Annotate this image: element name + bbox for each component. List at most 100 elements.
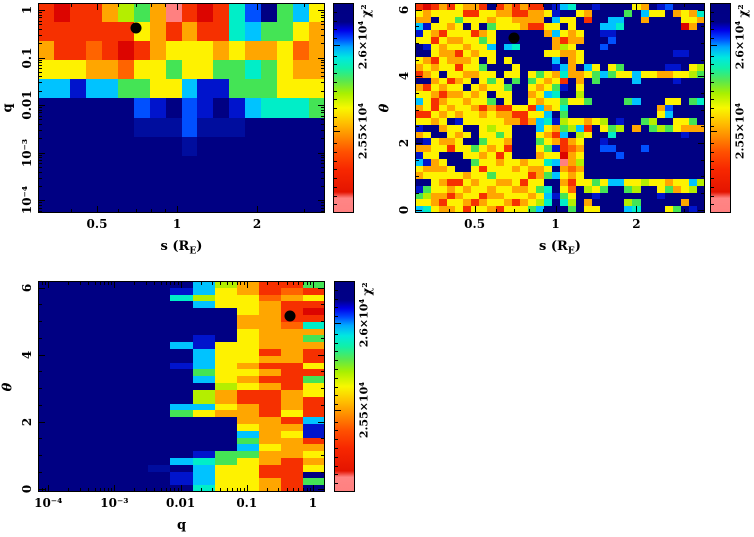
heatmap-cell [688, 199, 697, 207]
heatmap-cell [648, 185, 657, 193]
heatmap-cell [624, 23, 633, 31]
q-vs-theta-colorbar [334, 281, 355, 492]
heatmap-cell [455, 84, 464, 92]
heatmap-cell [551, 131, 560, 139]
tick [698, 143, 704, 144]
heatmap-cell [688, 118, 697, 125]
heatmap-cell [261, 117, 278, 137]
heatmap-cell [60, 315, 83, 322]
heatmap-cell [640, 97, 649, 105]
heatmap-cell [236, 423, 259, 431]
heatmap-cell [680, 104, 689, 112]
heatmap-cell [696, 50, 705, 58]
heatmap-cell [455, 131, 464, 139]
heatmap-cell [535, 84, 544, 92]
heatmap-cell [38, 22, 54, 42]
heatmap-cell [632, 118, 641, 125]
heatmap-cell [479, 158, 488, 166]
heatmap-cell [261, 60, 278, 80]
heatmap-cell [616, 145, 625, 153]
heatmap-cell [495, 3, 504, 10]
heatmap-cell [640, 43, 649, 51]
heatmap-cell [447, 206, 456, 213]
heatmap-cell [656, 179, 665, 186]
heatmap-cell [415, 16, 424, 24]
heatmap-cell [616, 23, 625, 31]
heatmap-cell [455, 77, 464, 85]
heatmap-cell [624, 206, 633, 213]
heatmap-cell [447, 30, 456, 37]
heatmap-cell [576, 152, 585, 159]
heatmap-cell [568, 118, 577, 125]
heatmap-cell [551, 97, 560, 105]
tick [307, 282, 308, 285]
tick [170, 488, 171, 491]
heatmap-cell [261, 193, 278, 213]
heatmap-cell [293, 22, 310, 42]
heatmap-cell [53, 136, 70, 156]
heatmap-cell [170, 369, 193, 377]
heatmap-cell [624, 84, 633, 92]
heatmap-cell [551, 172, 560, 180]
heatmap-cell [214, 301, 237, 309]
heatmap-cell [503, 124, 512, 132]
heatmap-cell [214, 430, 237, 438]
heatmap-cell [584, 165, 593, 173]
heatmap-cell [104, 315, 127, 322]
heatmap-cell [632, 165, 641, 173]
tick [244, 282, 245, 285]
heatmap-cell [170, 383, 193, 390]
heatmap-cell [69, 174, 86, 194]
heatmap-cell [170, 471, 193, 479]
heatmap-cell [126, 335, 149, 343]
heatmap-cell [423, 118, 432, 125]
heatmap-cell [551, 152, 560, 159]
heatmap-cell [527, 185, 536, 193]
tick [321, 371, 324, 372]
heatmap-cell [415, 91, 424, 98]
heatmap-cell [170, 430, 193, 438]
heatmap-cell [82, 451, 105, 458]
heatmap-cell [672, 91, 681, 98]
heatmap-cell [170, 362, 193, 370]
heatmap-cell [293, 41, 310, 61]
heatmap-cell [543, 124, 552, 132]
heatmap-cell [672, 63, 681, 71]
heatmap-cell [53, 155, 70, 175]
heatmap-cell [302, 437, 325, 445]
heatmap-cell [664, 30, 673, 37]
tick [178, 488, 179, 491]
tick [321, 155, 324, 156]
heatmap-cell [519, 145, 528, 153]
heatmap-cell [503, 199, 512, 207]
tick [318, 105, 324, 106]
tick [39, 119, 42, 120]
heatmap-cell [600, 199, 609, 207]
heatmap-cell [479, 138, 488, 146]
heatmap-cell [447, 158, 456, 166]
heatmap-cell [511, 185, 520, 193]
heatmap-cell [447, 9, 456, 17]
heatmap-cell [568, 91, 577, 98]
tick [136, 4, 137, 7]
colorbar-tick-label: 2.55×10⁴ [357, 381, 371, 438]
tick [39, 58, 45, 59]
heatmap-cell [423, 97, 432, 105]
heatmap-cell [431, 104, 440, 112]
heatmap-cell [527, 91, 536, 98]
heatmap-cell [576, 30, 585, 37]
tick [321, 130, 324, 131]
tick [39, 489, 45, 490]
heatmap-cell [608, 111, 617, 119]
heatmap-cell [551, 43, 560, 51]
heatmap-cell [126, 383, 149, 390]
tick [39, 17, 42, 18]
heatmap-cell [38, 355, 61, 363]
tick [321, 21, 324, 22]
heatmap-cell [551, 30, 560, 37]
heatmap-cell [126, 417, 149, 424]
heatmap-cell [280, 464, 303, 472]
heatmap-cell [559, 70, 569, 78]
colorbar-minor-tick [335, 439, 338, 440]
tick [154, 488, 155, 491]
